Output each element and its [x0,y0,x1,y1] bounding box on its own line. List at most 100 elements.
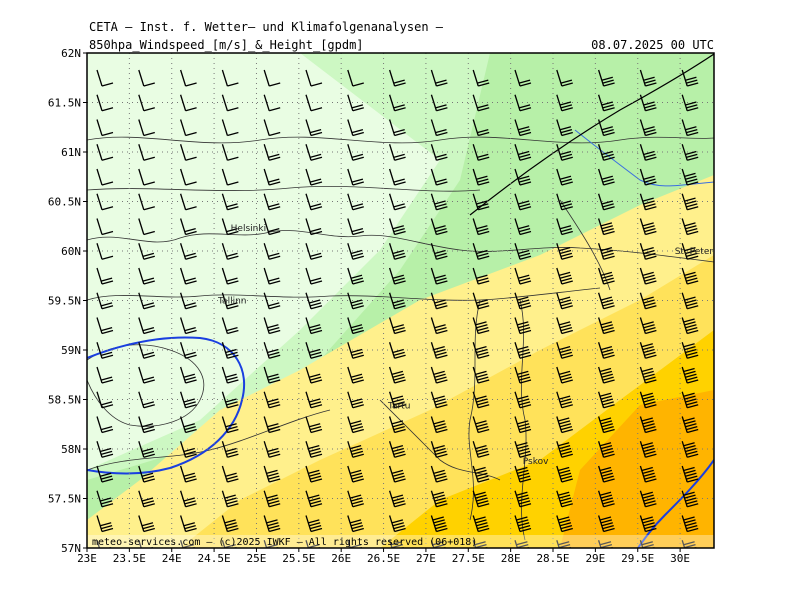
wind-barb [305,119,323,137]
lon-label: 24.5E [198,552,231,565]
wind-barb [556,119,573,137]
wind-barb [597,218,615,236]
wind-barb [221,218,239,236]
wind-barb [263,267,281,285]
wind-barb [514,416,532,434]
wind-barb [221,366,239,384]
wind-barb [221,465,239,483]
wind-barb [96,119,114,137]
lon-label: 24E [162,552,182,565]
wind-barb [472,69,490,87]
wind-barb [597,144,615,161]
wind-barb [221,441,239,458]
lon-label: 28E [501,552,521,565]
wind-barb [263,465,281,483]
wind-barb [179,317,197,335]
wind-barb [639,193,657,211]
wind-barb [514,366,532,384]
wind-barb [221,515,239,533]
wind-barb [430,119,448,137]
lon-label: 29E [585,552,605,565]
wind-barb [556,391,573,409]
wind-barb [639,267,657,285]
wind-barb [681,292,699,310]
wind-barb [138,465,155,483]
wind-barb [639,144,657,161]
wind-barb [263,342,281,359]
wind-barb [514,193,532,211]
wind-barb [263,168,281,186]
wind-barb [305,342,323,359]
wind-barb [430,94,448,112]
wind-barb [263,193,281,211]
wind-barb [472,342,490,359]
wind-barb [305,292,323,310]
wind-barb [597,119,615,137]
wind-barb [681,94,699,112]
wind-barb [430,441,448,458]
wind-barb [472,465,490,483]
lon-label: 23.5E [113,552,146,565]
wind-barb [597,94,615,112]
band-orange [560,390,714,548]
wind-barb [221,144,239,161]
wind-barb [179,267,197,285]
wind-barb [263,317,281,335]
wind-barb [388,391,406,409]
wind-barb [556,342,573,359]
wind-barb [388,292,406,310]
wind-barb [138,515,155,533]
wind-barb [597,441,615,458]
city-label: Tallinn [217,296,246,306]
wind-barb [681,342,699,359]
wind-barb [179,243,197,260]
wind-barb [388,144,406,161]
wind-barb [96,441,114,458]
map-area: Helsinki Tallinn St. Petersbg. Tartu Pskov m… [87,53,714,548]
wind-barb [138,342,155,359]
wind-barb [96,168,114,186]
wind-barb [388,193,406,211]
wind-barb [96,465,114,483]
wind-barb [514,465,532,483]
wind-barb [639,416,657,434]
wind-barb [347,193,364,211]
wind-barb [305,193,323,211]
wind-barb [138,317,155,335]
wind-barb [138,218,155,236]
wind-barb [430,515,448,533]
wind-barb [556,193,573,211]
wind-barb [347,317,364,335]
wind-barb [472,193,490,211]
city-labels: Helsinki Tallinn St. Petersbg. Tartu Pskov [217,224,714,467]
wind-barb [597,292,615,310]
wind-barb [388,267,406,285]
wind-barb [388,218,406,236]
longitude-labels: 23E 23.5E 24E 24.5E 25E 25.5E 26E 26.5E 27E 27.5E… [77,548,690,565]
height-contour-east [637,459,714,548]
wind-barb [347,144,364,161]
wind-barb [179,69,197,87]
wind-barb [556,144,573,161]
copyright-footer: meteo-services.com – (c)2025 IWKF – All … [92,537,477,548]
wind-barb [96,193,114,211]
wind-barb [221,490,239,508]
lon-label: 27.5E [452,552,485,565]
wind-barb [681,515,699,533]
wind-barb [472,94,490,112]
wind-barb [597,515,615,533]
wind-barb [472,168,490,186]
wind-barb [639,515,657,533]
wind-barb [556,416,573,434]
wind-barb [96,292,114,310]
wind-barb [263,144,281,161]
wind-barb [305,391,323,409]
wind-barb [138,69,155,87]
wind-barb [430,218,448,236]
wind-barb [556,267,573,285]
wind-barb [179,168,197,186]
wind-barb [347,69,364,87]
wind-barb [96,69,114,87]
wind-barb [514,243,532,260]
wind-barb [597,317,615,335]
